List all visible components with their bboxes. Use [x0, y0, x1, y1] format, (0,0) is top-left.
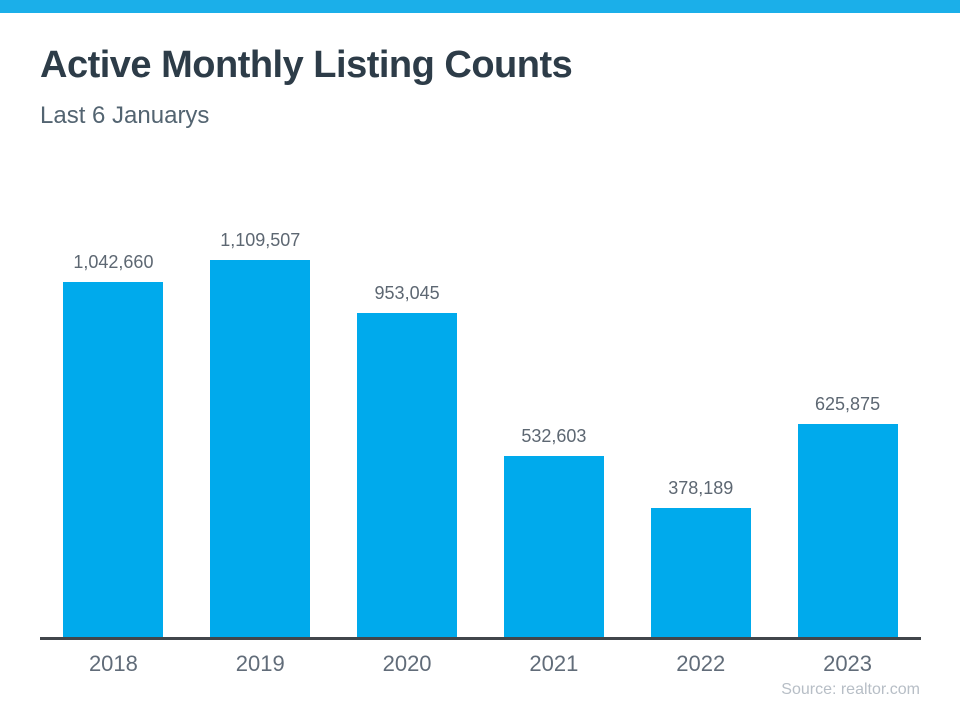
x-axis-labels: 2018 2019 2020 2021 2022 2023	[40, 651, 921, 677]
bar-column: 532,603	[480, 200, 627, 637]
bar	[797, 424, 898, 637]
bar-value-label: 953,045	[374, 283, 440, 303]
bar-column: 378,189	[627, 200, 774, 637]
chart-subtitle: Last 6 Januarys	[40, 102, 210, 129]
bar-value-label: 1,109,507	[220, 230, 301, 250]
bar-value-label: 378,189	[668, 478, 734, 498]
bar-column: 1,042,660	[40, 200, 187, 637]
x-axis-tick-label: 2019	[235, 651, 285, 676]
x-axis-tick-label: 2021	[529, 651, 579, 676]
x-axis-tick-label: 2020	[382, 651, 432, 676]
plot-area: 1,042,660 1,109,507 953,045 532,603 378,…	[40, 200, 921, 640]
x-axis-tick-label: 2023	[823, 651, 873, 676]
bar-chart: 1,042,660 1,109,507 953,045 532,603 378,…	[40, 200, 921, 677]
x-axis-tick-label: 2018	[88, 651, 138, 676]
bar	[63, 282, 164, 637]
x-axis-tick-label: 2022	[676, 651, 726, 676]
bar-value-label: 1,042,660	[73, 252, 154, 272]
bar-column: 1,109,507	[187, 200, 334, 637]
bar-value-label: 532,603	[521, 426, 587, 446]
bar	[503, 456, 604, 637]
bar-column: 625,875	[774, 200, 921, 637]
bar-column: 953,045	[334, 200, 481, 637]
bar	[210, 260, 311, 637]
top-accent-strip	[0, 0, 960, 13]
bar	[650, 508, 751, 637]
source-attribution: Source: realtor.com	[781, 681, 920, 698]
chart-title: Active Monthly Listing Counts	[40, 44, 573, 86]
bar-value-label: 625,875	[815, 394, 881, 414]
bar	[357, 313, 458, 637]
